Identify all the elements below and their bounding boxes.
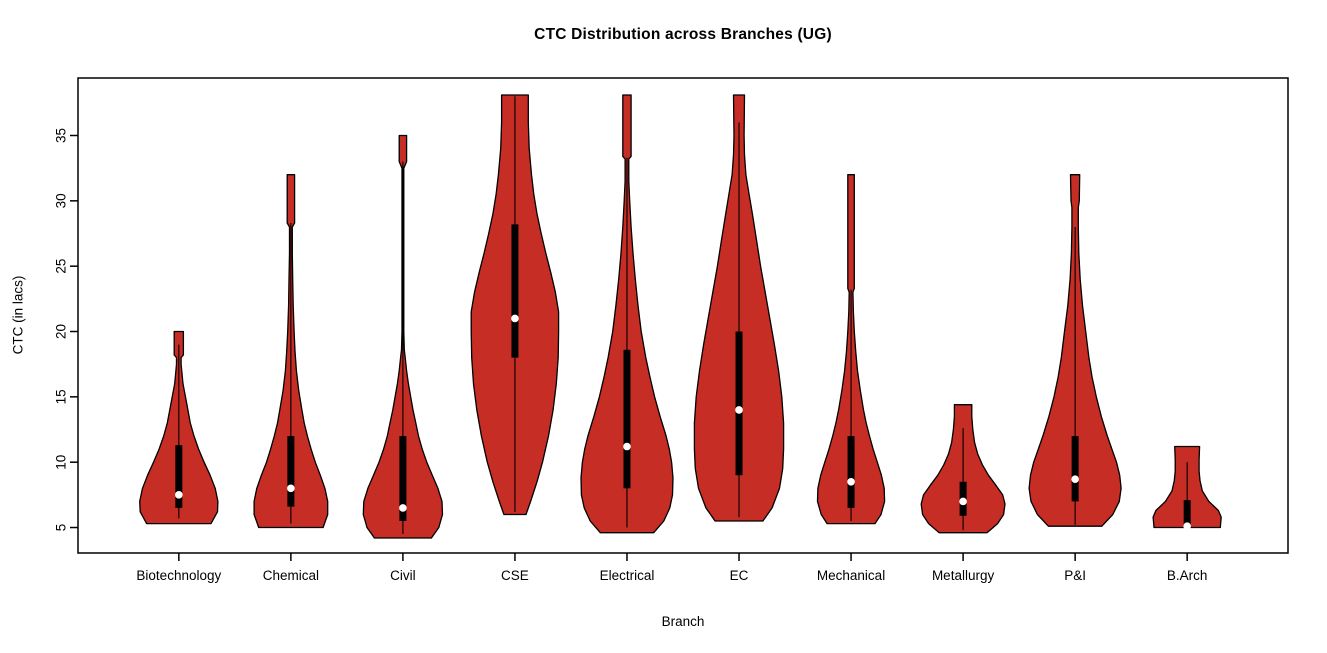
median-dot: [735, 406, 743, 414]
x-tick-label: B.Arch: [1167, 568, 1208, 583]
x-tick-label: Chemical: [263, 568, 319, 583]
x-tick-label: Civil: [390, 568, 416, 583]
y-tick-label: 35: [54, 128, 69, 143]
x-tick-label: P&I: [1064, 568, 1086, 583]
iqr-box: [1183, 500, 1191, 525]
chart-title: CTC Distribution across Branches (UG): [534, 26, 832, 43]
x-tick-label: Biotechnology: [136, 568, 221, 583]
iqr-box: [623, 349, 631, 489]
iqr-box: [1071, 436, 1079, 502]
plot-border: [77, 77, 1289, 554]
iqr-box: [735, 331, 743, 476]
y-tick-label: 25: [54, 259, 69, 274]
y-axis-title: CTC (in lacs): [10, 275, 26, 355]
median-dot: [511, 314, 519, 323]
y-tick-label: 10: [54, 455, 69, 470]
y-tick-label: 30: [54, 193, 69, 208]
x-tick-label: CSE: [501, 568, 529, 583]
iqr-box: [511, 224, 519, 358]
x-tick-label: Mechanical: [817, 568, 885, 583]
median-dot: [623, 442, 631, 451]
median-dot: [287, 484, 295, 493]
iqr-box: [399, 436, 407, 521]
y-tick-label: 15: [54, 389, 69, 404]
x-tick-label: Metallurgy: [932, 568, 995, 583]
iqr-box: [287, 436, 295, 507]
y-tick-label: 20: [54, 324, 69, 339]
median-dot: [399, 504, 407, 512]
median-dot: [959, 497, 967, 506]
median-dot: [175, 491, 183, 499]
median-dot: [1183, 522, 1191, 531]
iqr-box: [847, 436, 855, 508]
median-dot: [1071, 475, 1079, 483]
x-tick-label: Electrical: [600, 568, 655, 583]
x-axis-title: Branch: [661, 614, 705, 629]
median-dot: [847, 477, 855, 486]
x-tick-label: EC: [730, 568, 749, 583]
iqr-box: [175, 445, 183, 508]
y-tick-label: 5: [54, 524, 69, 532]
